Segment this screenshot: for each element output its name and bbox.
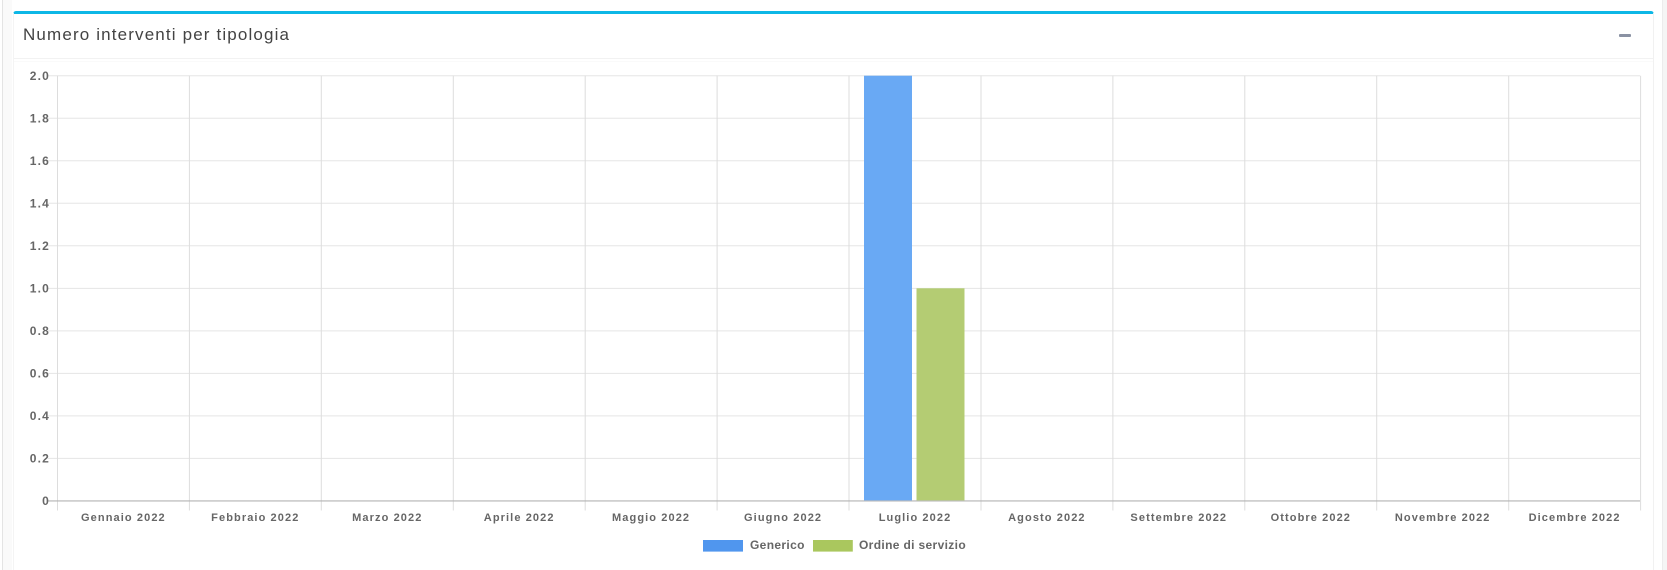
svg-text:Marzo 2022: Marzo 2022 <box>352 512 422 524</box>
svg-text:1.2: 1.2 <box>30 239 50 253</box>
svg-text:Ottobre 2022: Ottobre 2022 <box>1271 512 1351 524</box>
svg-text:1.0: 1.0 <box>30 282 50 296</box>
svg-text:Ordine di servizio: Ordine di servizio <box>859 538 966 552</box>
svg-text:0.6: 0.6 <box>30 367 50 381</box>
svg-text:Luglio 2022: Luglio 2022 <box>879 512 952 524</box>
svg-text:Agosto 2022: Agosto 2022 <box>1008 512 1086 524</box>
svg-text:Dicembre 2022: Dicembre 2022 <box>1529 512 1621 524</box>
svg-text:1.4: 1.4 <box>30 197 50 211</box>
svg-text:0.4: 0.4 <box>30 409 50 423</box>
svg-text:0: 0 <box>42 494 50 508</box>
svg-text:Novembre 2022: Novembre 2022 <box>1395 512 1491 524</box>
svg-text:Giugno 2022: Giugno 2022 <box>744 512 822 524</box>
svg-text:Generico: Generico <box>750 538 805 552</box>
svg-text:0.8: 0.8 <box>30 324 50 338</box>
svg-text:Maggio 2022: Maggio 2022 <box>612 512 690 524</box>
svg-text:2.0: 2.0 <box>30 69 50 83</box>
svg-text:Febbraio 2022: Febbraio 2022 <box>211 512 299 524</box>
svg-text:Aprile 2022: Aprile 2022 <box>484 512 555 524</box>
svg-text:0.2: 0.2 <box>30 452 50 466</box>
svg-text:Gennaio 2022: Gennaio 2022 <box>81 512 166 524</box>
svg-text:1.8: 1.8 <box>30 112 50 126</box>
svg-text:1.6: 1.6 <box>30 154 50 168</box>
svg-text:Settembre 2022: Settembre 2022 <box>1130 512 1227 524</box>
